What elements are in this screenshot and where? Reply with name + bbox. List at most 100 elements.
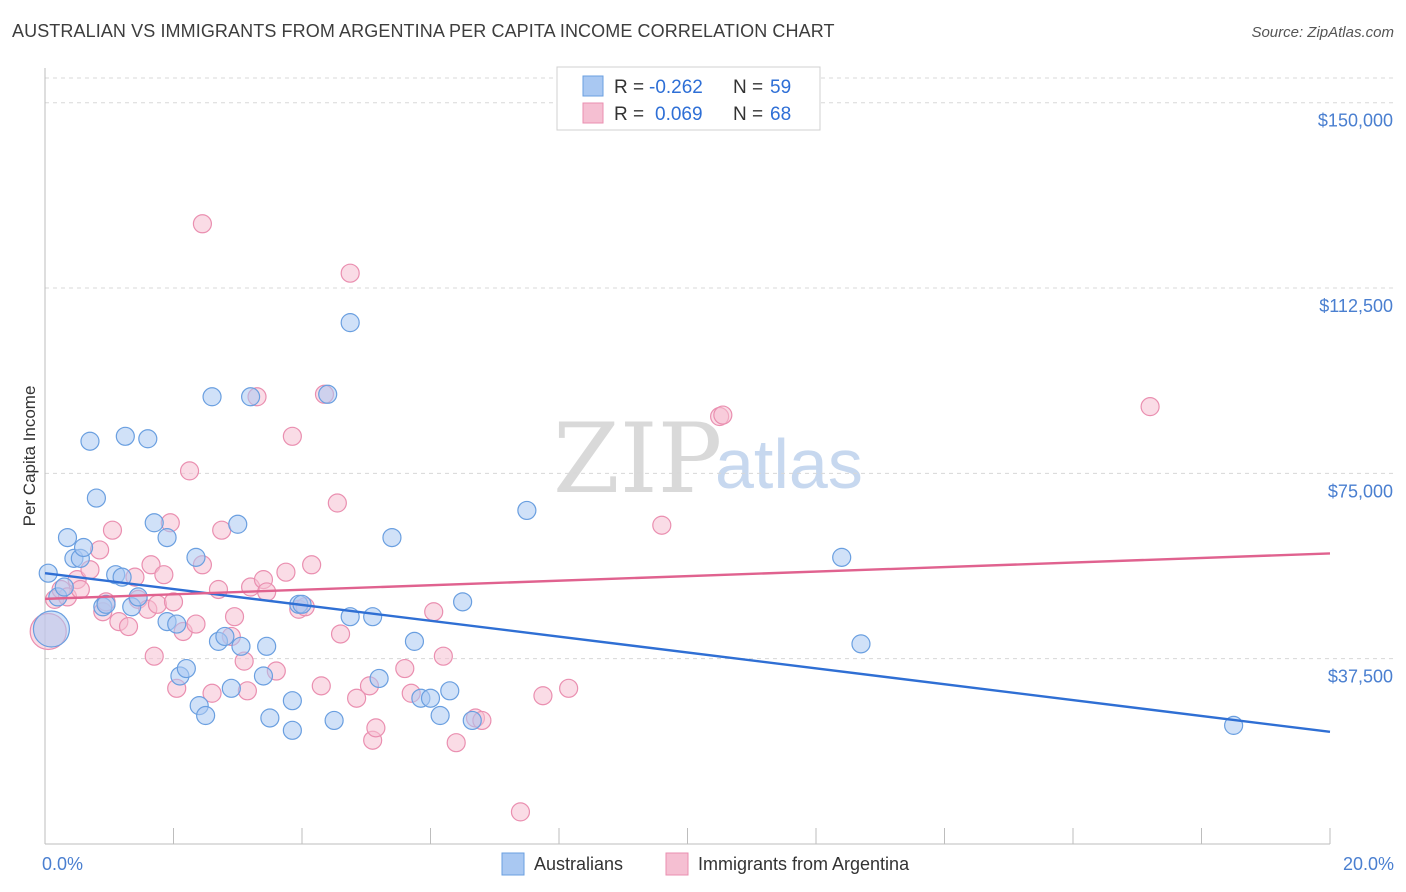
australians-point-53 xyxy=(462,710,482,731)
australians-point-30 xyxy=(228,514,248,534)
argentina-point-63 xyxy=(559,678,579,698)
australians-point-25 xyxy=(196,705,216,726)
argentina-point-54 xyxy=(395,658,415,679)
australians-point-22 xyxy=(176,658,196,679)
australians-point-29 xyxy=(221,678,241,698)
argentina-point-18 xyxy=(147,594,168,614)
argentina-point-53 xyxy=(366,718,386,738)
axes xyxy=(44,68,1331,845)
argentina-point-12 xyxy=(118,616,139,637)
y-tick-labels: $37,500 $75,000 $112,500 $150,000 xyxy=(1318,111,1393,687)
y-tick-label-0: $37,500 xyxy=(1328,667,1393,687)
legend-r-label-argentina: R = xyxy=(614,104,644,125)
australians-point-16 xyxy=(138,429,158,449)
argentina-point-41 xyxy=(282,426,302,446)
argentina-point-28 xyxy=(202,683,222,703)
stats-legend: R = -0.262 N = 59 R = 0.069 N = 68 xyxy=(556,66,821,131)
y-axis-label: Per Capita Income xyxy=(20,386,39,527)
gridlines xyxy=(45,77,1395,660)
australians-point-18 xyxy=(157,527,177,548)
legend-n-label-australians: N = xyxy=(733,77,763,98)
argentina-point-61 xyxy=(510,802,531,822)
legend-n-value-argentina: 68 xyxy=(770,104,791,125)
australians-point-41 xyxy=(324,710,344,731)
australians-point-6 xyxy=(73,537,94,558)
y-tick-label-3: $150,000 xyxy=(1318,111,1393,131)
legend-n-value-australians: 59 xyxy=(770,77,791,98)
australians-point-20 xyxy=(167,614,187,634)
argentina-point-24 xyxy=(179,461,200,481)
legend-n-label-argentina: N = xyxy=(733,104,763,125)
x-tick-label-max: 20.0% xyxy=(1343,854,1394,874)
australians-point-55 xyxy=(832,547,852,567)
trend-line-australians xyxy=(44,571,1331,734)
australians-point-45 xyxy=(369,668,389,689)
argentina-point-48 xyxy=(330,624,351,644)
australians-point-46 xyxy=(382,527,402,548)
australians-point-23 xyxy=(186,547,206,567)
chart-title: AUSTRALIAN VS IMMIGRANTS FROM ARGENTINA … xyxy=(12,21,835,41)
argentina-point-66 xyxy=(713,405,733,425)
argentina-point-57 xyxy=(433,646,453,666)
trend-lines xyxy=(44,552,1331,734)
watermark-atlas: atlas xyxy=(715,425,863,503)
australians-point-47 xyxy=(404,631,425,651)
argentina-point-64 xyxy=(652,515,672,535)
argentina-point-44 xyxy=(302,555,322,575)
argentina-point-10 xyxy=(102,520,123,540)
legend-r-value-argentina: 0.069 xyxy=(655,104,703,125)
australians-point-35 xyxy=(260,708,280,728)
x-tick-label-min: 0.0% xyxy=(42,854,83,874)
argentina-point-58 xyxy=(446,733,466,753)
argentina-point-19 xyxy=(154,565,174,585)
bottom-legend-label-australians: Australians xyxy=(534,854,623,874)
australians-point-36 xyxy=(282,720,302,740)
australians-point-49 xyxy=(420,688,441,708)
australians-point-10 xyxy=(96,594,116,614)
argentina-point-7 xyxy=(90,540,110,560)
legend-swatch-argentina xyxy=(582,102,604,124)
australians-point-26 xyxy=(202,387,222,407)
australians-point-54 xyxy=(517,500,537,521)
argentina-point-67 xyxy=(1140,397,1160,417)
argentina-point-27 xyxy=(192,214,213,234)
argentina-point-56 xyxy=(424,602,444,622)
bottom-legend-swatch-australians xyxy=(501,852,525,876)
argentina-point-45 xyxy=(311,676,331,696)
legend-r-value-australians: -0.262 xyxy=(649,77,703,98)
argentina-point-47 xyxy=(327,493,347,513)
argentina-point-30 xyxy=(212,520,232,540)
australians-point-17 xyxy=(144,513,164,533)
argentina-point-32 xyxy=(224,607,245,627)
series-argentina-points xyxy=(29,214,1160,822)
argentina-point-16 xyxy=(141,555,161,575)
australians-point-0 xyxy=(32,610,71,648)
australians-point-2 xyxy=(54,577,74,597)
australians-point-31 xyxy=(231,636,251,656)
argentina-point-40 xyxy=(276,562,296,582)
australians-point-37 xyxy=(282,691,302,711)
australians-point-50 xyxy=(430,705,450,726)
argentina-point-62 xyxy=(533,686,553,706)
source-label: Source: ZipAtlas.com xyxy=(1251,24,1394,41)
bottom-legend-swatch-argentina xyxy=(665,852,689,876)
argentina-point-49 xyxy=(340,263,360,283)
australians-point-32 xyxy=(241,387,261,407)
australians-point-40 xyxy=(318,384,338,404)
trend-line-argentina xyxy=(44,552,1331,601)
argentina-point-50 xyxy=(347,688,367,708)
australians-point-44 xyxy=(363,607,383,627)
bottom-legend-label-argentina: Immigrants from Argentina xyxy=(698,854,910,874)
australians-point-28 xyxy=(215,626,235,647)
watermark-zip: ZIP xyxy=(553,403,722,515)
legend-swatch-australians xyxy=(582,75,604,97)
australians-point-34 xyxy=(257,636,277,656)
australians-point-13 xyxy=(115,426,135,446)
legend-r-label-australians: R = xyxy=(614,77,644,98)
argentina-point-25 xyxy=(186,614,206,634)
series-legend: Australians Immigrants from Argentina xyxy=(501,852,910,876)
australians-point-3 xyxy=(57,527,78,548)
australians-point-52 xyxy=(453,592,473,612)
argentina-point-21 xyxy=(163,592,184,612)
australians-point-43 xyxy=(340,313,360,333)
